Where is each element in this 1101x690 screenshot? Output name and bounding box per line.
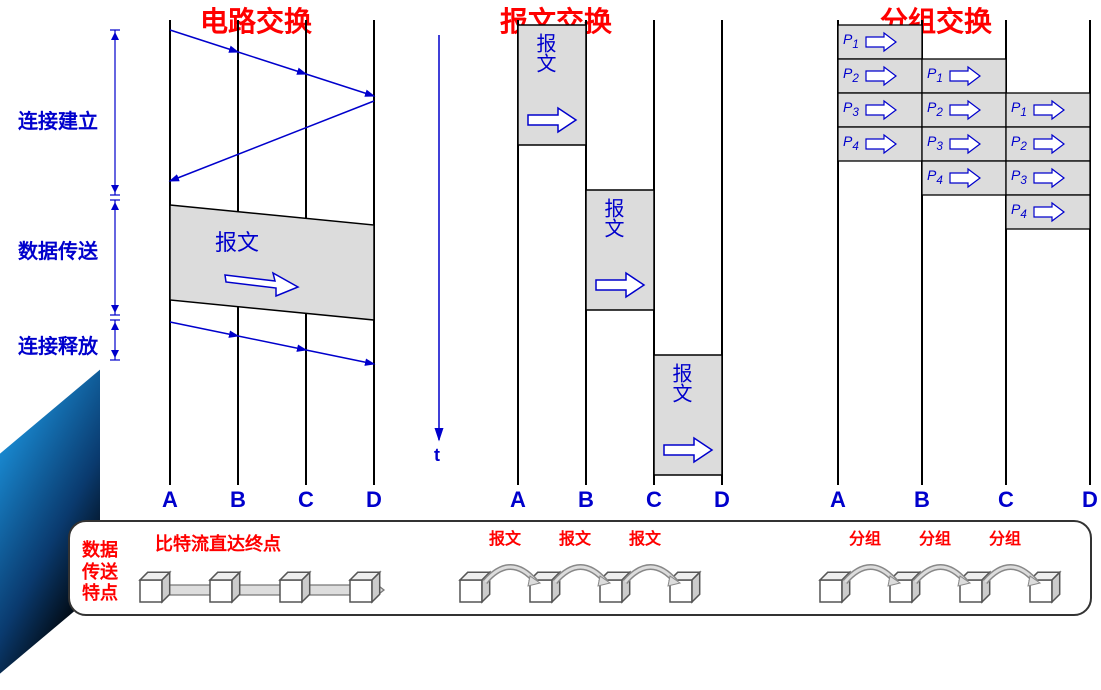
packet-label: P3 <box>927 133 943 153</box>
packet-label: P4 <box>1011 201 1027 221</box>
node-label: A <box>162 487 178 513</box>
bottom-msg-hop: 报文 <box>629 525 661 549</box>
msg-block-label: 报文 <box>598 198 627 238</box>
phase-transfer: 数据传送 <box>18 235 98 264</box>
node-label: D <box>1082 487 1098 513</box>
packet-label: P4 <box>927 167 943 187</box>
packet-label: P1 <box>843 31 859 51</box>
node-label: B <box>578 487 594 513</box>
bottom-pkt-hop: 分组 <box>989 525 1021 549</box>
time-axis-label: t <box>434 445 440 466</box>
circuit-msg-label: 报文 <box>215 225 259 257</box>
node-label: B <box>914 487 930 513</box>
node-label: B <box>230 487 246 513</box>
node-label: A <box>830 487 846 513</box>
packet-label: P3 <box>1011 167 1027 187</box>
node-label: D <box>714 487 730 513</box>
bottom-msg-hop: 报文 <box>489 525 521 549</box>
node-label: C <box>646 487 662 513</box>
node-label: C <box>298 487 314 513</box>
packet-label: P3 <box>843 99 859 119</box>
packet-label: P1 <box>927 65 943 85</box>
packet-label: P1 <box>1011 99 1027 119</box>
packet-label: P2 <box>927 99 943 119</box>
phase-setup: 连接建立 <box>18 105 98 134</box>
bottom-msg-hop: 报文 <box>559 525 591 549</box>
node-label: C <box>998 487 1014 513</box>
packet-label: P2 <box>843 65 859 85</box>
packet-label: P4 <box>843 133 859 153</box>
phase-release: 连接释放 <box>18 330 98 359</box>
msg-block-label: 报文 <box>530 33 559 73</box>
node-label: A <box>510 487 526 513</box>
msg-block-label: 报文 <box>666 363 695 403</box>
bottom-pkt-hop: 分组 <box>849 525 881 549</box>
bottom-pkt-hop: 分组 <box>919 525 951 549</box>
node-label: D <box>366 487 382 513</box>
packet-label: P2 <box>1011 133 1027 153</box>
